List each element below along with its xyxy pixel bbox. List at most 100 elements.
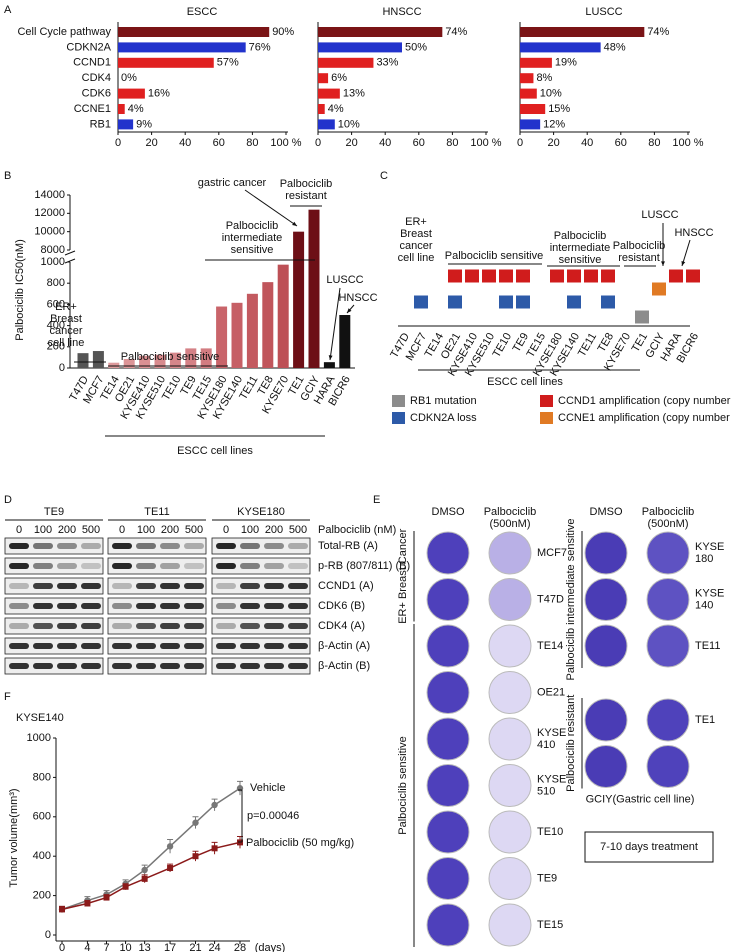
blot-band [81, 583, 101, 589]
bar [118, 119, 134, 130]
blot-row-label: β-Actin (A) [318, 640, 370, 652]
blot-band [240, 663, 260, 669]
data-point [103, 894, 110, 901]
cell-line-label: 180 [695, 553, 713, 565]
x-axis-unit: (days) [255, 942, 286, 952]
y-tick-label: 600 [47, 298, 65, 310]
value-label: 50% [405, 41, 427, 53]
value-label: 13% [343, 88, 365, 100]
y-tick-label: 400 [47, 320, 65, 332]
colony-plate [646, 745, 690, 788]
cell-line-label: TE1 [695, 714, 715, 726]
y-tick-label: 14000 [34, 189, 65, 201]
x-axis-label: ESCC cell lines [177, 445, 253, 457]
blot-band [81, 623, 101, 629]
bar [108, 362, 120, 368]
dose-label: 500 [289, 524, 307, 536]
blot-band [160, 603, 180, 609]
bar [118, 88, 145, 99]
x-tick-label: 0 [315, 137, 321, 149]
alteration-cell [567, 269, 581, 283]
x-tick-label: 24 [208, 942, 220, 952]
value-label: 4% [328, 103, 344, 115]
value-label: 0% [121, 72, 137, 84]
arrow [244, 189, 298, 227]
alteration-cell [465, 269, 479, 283]
category-label: CDK6 [82, 88, 111, 100]
bar [118, 27, 270, 37]
blot-band [57, 563, 77, 569]
x-tick-label: 4 [84, 942, 90, 952]
bar [231, 302, 243, 368]
alteration-cell [686, 269, 700, 283]
bar [118, 57, 214, 68]
blot-band [216, 623, 236, 629]
blot-band [240, 543, 260, 549]
bar [520, 104, 546, 114]
group-label: ER+ Breast Cancer [397, 528, 409, 623]
bar [293, 231, 305, 368]
dose-label: 100 [241, 524, 259, 536]
blot-band [9, 623, 29, 629]
blot-strip [107, 637, 207, 655]
alteration-cell [516, 295, 530, 309]
legend-label: Palbociclib (50 mg/kg) [246, 837, 354, 849]
value-label: 8% [536, 72, 552, 84]
blot-band [112, 623, 132, 629]
blot-band [81, 543, 101, 549]
dose-axis-label: Palbociclib (nM) [318, 524, 396, 536]
x-tick-label: 20 [145, 137, 157, 149]
colony-plate [426, 717, 470, 761]
blot-band [136, 643, 156, 649]
blot-row-label: CDK4 (A) [318, 620, 365, 632]
blot-band [57, 643, 77, 649]
y-tick-label: 10000 [34, 226, 65, 238]
annotation: Palbociclib sensitive [121, 351, 219, 363]
cell-line-label: TE9 [537, 872, 557, 884]
blot-band [81, 563, 101, 569]
bar [323, 362, 335, 368]
annotation: HNSCC [674, 227, 713, 239]
x-tick-label: 21 [189, 942, 201, 952]
blot-strip [4, 577, 104, 595]
colony-plate [488, 531, 532, 575]
blot-band [57, 583, 77, 589]
cell-line-label: TE15 [537, 919, 563, 931]
blot-strip [211, 577, 311, 595]
colony-plate [488, 624, 532, 668]
blot-row-label: p-RB (807/811) (B) [318, 560, 410, 572]
bar [318, 119, 335, 130]
blot-row-label: CDK6 (B) [318, 600, 365, 612]
colony-plate [584, 698, 628, 742]
alteration-cell [601, 269, 615, 283]
blot-band [184, 543, 204, 549]
category-label: Cell Cycle pathway [17, 26, 111, 38]
colony-plate [584, 624, 628, 668]
y-tick-label: 400 [33, 850, 51, 862]
blot-strip [211, 597, 311, 615]
bar [118, 42, 246, 53]
x-tick-label: 0 [517, 137, 523, 149]
x-tick-label: 60 [615, 137, 627, 149]
annotation: resistant [618, 252, 660, 264]
blot-strip [107, 617, 207, 635]
blot-band [264, 623, 284, 629]
blot-band [288, 603, 308, 609]
data-point [122, 883, 129, 890]
blot-band [264, 603, 284, 609]
annotation: HNSCC [338, 292, 377, 304]
data-point [211, 801, 218, 809]
x-tick-label: 0 [115, 137, 121, 149]
bar [169, 352, 181, 368]
arrow-head [328, 355, 333, 360]
alteration-cell [448, 269, 462, 283]
colony-plate [426, 531, 470, 575]
cell-line-header: TE11 [144, 506, 169, 518]
blot-band [240, 603, 260, 609]
blot-strip [211, 637, 311, 655]
alteration-cell [567, 295, 581, 309]
alteration-cell [516, 269, 530, 283]
blot-band [216, 583, 236, 589]
axis-break [64, 250, 76, 256]
bar [318, 42, 402, 53]
